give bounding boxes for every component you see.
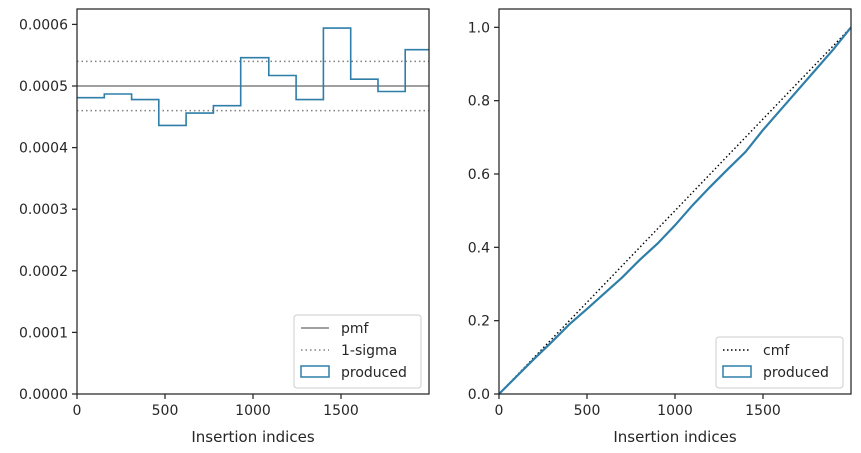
pmf-y-tick-label: 0.0002 (19, 264, 68, 280)
pmf-y-tick-label: 0.0000 (19, 387, 68, 403)
pmf-legend-produced-swatch (300, 365, 330, 378)
produced-histogram-step (77, 27, 429, 127)
pmf-y-tick-label: 0.0001 (19, 325, 68, 341)
cmf-x-axis-label: Insertion indices (613, 428, 736, 446)
pmf-x-tick-label: 500 (152, 403, 179, 419)
pmf-x-axis-label: Insertion indices (191, 428, 314, 446)
cmf-y-tick-label: 0.6 (468, 167, 490, 183)
pmf-axes-frame (76, 8, 430, 395)
cmf-y-tick-label: 0.2 (468, 314, 490, 330)
cmf-y-axis: 0.0 0.2 0.4 0.6 0.8 1.0 (468, 20, 499, 403)
cmf-y-tick-label: 1.0 (468, 20, 490, 36)
pmf-plot-area (77, 27, 429, 127)
cmf-legend-cmf-label: cmf (763, 343, 790, 359)
cmf-x-tick-label: 500 (574, 403, 601, 419)
pmf-y-axis: 0.0000 0.0001 0.0002 0.0003 0.0004 0.0005 0.00… (19, 17, 77, 403)
pmf-legend-box (293, 314, 422, 389)
cmf-x-tick-label: 0 (495, 403, 504, 419)
cmf-chart: 0.0 0.2 0.4 0.6 0.8 1.0 0 500 1000 1500 Insertio… (468, 8, 852, 446)
cmf-legend: cmf produced (715, 336, 844, 389)
pmf-x-tick-label: 1500 (323, 403, 359, 419)
pmf-legend-sigma-label: 1-sigma (341, 343, 397, 359)
pmf-x-tick-label: 0 (73, 403, 82, 419)
cmf-y-tick-label: 0.0 (468, 387, 490, 403)
pmf-chart: 0.0000 0.0001 0.0002 0.0003 0.0004 0.0005 0.00… (19, 8, 430, 446)
pmf-y-tick-label: 0.0004 (19, 141, 68, 157)
pmf-y-tick-label: 0.0005 (19, 79, 68, 95)
cmf-x-axis: 0 500 1000 1500 (495, 394, 781, 419)
cmf-legend-produced-label: produced (763, 365, 829, 381)
cmf-y-tick-label: 0.8 (468, 94, 490, 110)
pmf-y-tick-label: 0.0003 (19, 202, 68, 218)
pmf-legend: pmf 1-sigma produced (293, 314, 422, 389)
cmf-y-tick-label: 0.4 (468, 240, 490, 256)
pmf-x-axis: 0 500 1000 1500 (73, 394, 359, 419)
cmf-legend-produced-swatch (722, 365, 752, 378)
pmf-y-tick-label: 0.0006 (19, 17, 68, 33)
pmf-legend-produced-label: produced (341, 365, 407, 381)
cmf-axes-frame (498, 8, 852, 395)
cmf-x-tick-label: 1500 (745, 403, 781, 419)
pmf-legend-pmf-label: pmf (341, 321, 370, 337)
pmf-x-tick-label: 1000 (235, 403, 271, 419)
cmf-x-tick-label: 1000 (657, 403, 693, 419)
cmf-line (498, 26, 852, 395)
